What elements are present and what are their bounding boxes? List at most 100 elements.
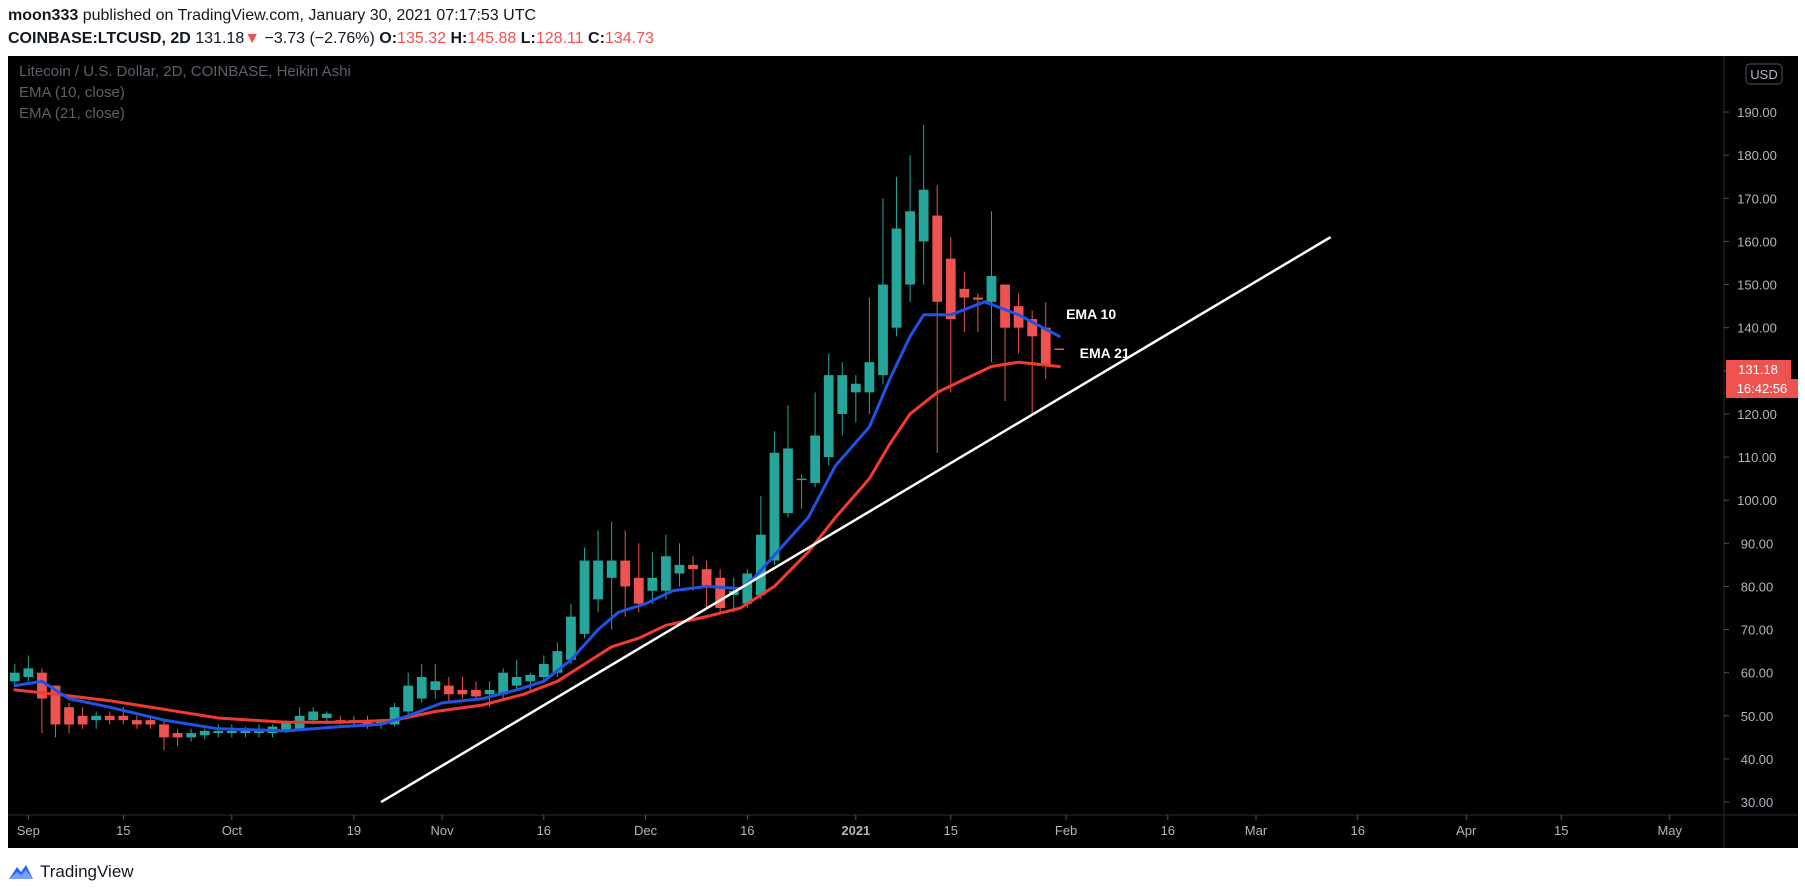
ema21-line[interactable] bbox=[13, 360, 1061, 724]
candle-body bbox=[593, 560, 603, 600]
candle[interactable] bbox=[538, 655, 549, 682]
candle[interactable] bbox=[973, 293, 983, 332]
candle-body bbox=[932, 215, 943, 302]
candle[interactable] bbox=[986, 211, 997, 363]
candle[interactable] bbox=[715, 569, 726, 613]
candle-body bbox=[9, 672, 20, 682]
x-tick-label: 15 bbox=[944, 823, 958, 838]
candle[interactable] bbox=[606, 521, 617, 630]
candle[interactable] bbox=[837, 362, 848, 436]
candle-body bbox=[104, 715, 115, 721]
candle[interactable] bbox=[91, 711, 102, 729]
candlestick-chart[interactable]: EMA 10 EMA 21 30.00 40.00 50.00 60.00 70.00 80… bbox=[8, 56, 1798, 848]
candle[interactable] bbox=[457, 677, 468, 699]
candle[interactable] bbox=[579, 547, 590, 639]
y-tick-label: 140.00 bbox=[1737, 321, 1777, 336]
candle[interactable] bbox=[213, 724, 224, 738]
candle[interactable] bbox=[389, 702, 400, 727]
candle[interactable] bbox=[64, 702, 74, 734]
candle[interactable] bbox=[199, 728, 210, 740]
annotation-label[interactable]: EMA 10 bbox=[1066, 306, 1116, 322]
candle[interactable] bbox=[918, 125, 929, 285]
candle-body bbox=[986, 275, 997, 302]
candle[interactable] bbox=[633, 543, 644, 613]
candle[interactable] bbox=[769, 431, 780, 565]
candle[interactable] bbox=[891, 176, 902, 337]
candle[interactable] bbox=[1013, 293, 1024, 354]
candle[interactable] bbox=[471, 681, 481, 699]
candle[interactable] bbox=[37, 668, 47, 734]
candle[interactable] bbox=[1000, 284, 1010, 401]
candle[interactable] bbox=[593, 530, 603, 613]
x-tick-label: 16 bbox=[740, 823, 754, 838]
candle[interactable] bbox=[511, 659, 522, 690]
candle[interactable] bbox=[416, 664, 427, 703]
candle[interactable] bbox=[959, 271, 970, 332]
candle[interactable] bbox=[9, 664, 20, 686]
candle[interactable] bbox=[674, 543, 685, 587]
candle[interactable] bbox=[823, 353, 834, 466]
candle[interactable] bbox=[23, 655, 34, 682]
chart-area[interactable]: EMA 10 EMA 21 30.00 40.00 50.00 60.00 70.00 80… bbox=[8, 56, 1798, 848]
trendline[interactable] bbox=[380, 236, 1332, 804]
candle[interactable] bbox=[850, 375, 861, 423]
candle[interactable] bbox=[443, 677, 454, 703]
legend-ema21[interactable]: EMA (21, close) bbox=[19, 105, 125, 122]
down-arrow-icon: ▼ bbox=[244, 30, 261, 47]
y-tick-label: 110.00 bbox=[1738, 450, 1777, 465]
candle[interactable] bbox=[566, 603, 576, 665]
candle[interactable] bbox=[688, 556, 698, 591]
candle[interactable] bbox=[186, 728, 197, 742]
candle-body bbox=[552, 651, 563, 673]
tradingview-logo-icon[interactable] bbox=[8, 863, 34, 881]
published-text: published on TradingView.com, January 30… bbox=[82, 7, 537, 24]
candle-body bbox=[810, 435, 821, 483]
candle[interactable] bbox=[294, 707, 305, 731]
currency-badge[interactable] bbox=[1745, 63, 1783, 85]
candle-body bbox=[538, 664, 549, 677]
footer-brand[interactable]: TradingView bbox=[40, 862, 134, 881]
candle[interactable] bbox=[131, 715, 142, 729]
candle-body bbox=[321, 713, 332, 718]
legend-ema10[interactable]: EMA (10, close) bbox=[19, 84, 125, 101]
y-tick-label: 160.00 bbox=[1737, 234, 1777, 249]
candle[interactable] bbox=[226, 724, 237, 738]
candle-body bbox=[620, 560, 631, 587]
x-tick-label: 15 bbox=[116, 823, 130, 838]
candle[interactable] bbox=[430, 664, 441, 699]
candle-body bbox=[416, 677, 427, 699]
candle[interactable] bbox=[783, 405, 793, 518]
candle-body bbox=[606, 560, 617, 578]
candle-body bbox=[959, 288, 970, 298]
candle[interactable] bbox=[905, 155, 915, 302]
ema10-line[interactable] bbox=[13, 300, 1061, 733]
x-tick-label: Feb bbox=[1055, 823, 1077, 838]
candle-body bbox=[1000, 284, 1010, 328]
candle[interactable] bbox=[755, 495, 766, 600]
candle[interactable] bbox=[701, 560, 712, 608]
candle[interactable] bbox=[932, 185, 943, 453]
candle[interactable] bbox=[1040, 302, 1051, 379]
candle[interactable] bbox=[742, 569, 753, 608]
candle[interactable] bbox=[104, 711, 115, 725]
high-label: H: bbox=[450, 30, 468, 47]
candle[interactable] bbox=[864, 297, 875, 414]
candle[interactable] bbox=[172, 728, 183, 746]
candle-body bbox=[647, 577, 658, 591]
annotation-label[interactable]: EMA 21 bbox=[1080, 345, 1130, 361]
x-tick-label: Sep bbox=[17, 823, 40, 838]
x-tick-label: 15 bbox=[1554, 823, 1568, 838]
candle[interactable] bbox=[647, 551, 658, 604]
candle-body bbox=[226, 730, 237, 734]
candle[interactable] bbox=[796, 474, 807, 509]
candle[interactable] bbox=[620, 530, 631, 617]
time-axis: Sep 15 Oct 19 Nov 16 Dec 16 2021 15 Feb 16 Mar 16 Apr 1… bbox=[17, 815, 1683, 838]
candle[interactable] bbox=[77, 707, 88, 729]
candle[interactable] bbox=[878, 198, 888, 384]
candle[interactable] bbox=[159, 720, 169, 751]
candle[interactable] bbox=[810, 392, 821, 488]
candle[interactable] bbox=[403, 672, 414, 716]
candle[interactable] bbox=[661, 534, 671, 600]
ema21-group bbox=[13, 360, 1061, 724]
author-name[interactable]: moon333 bbox=[8, 7, 79, 24]
